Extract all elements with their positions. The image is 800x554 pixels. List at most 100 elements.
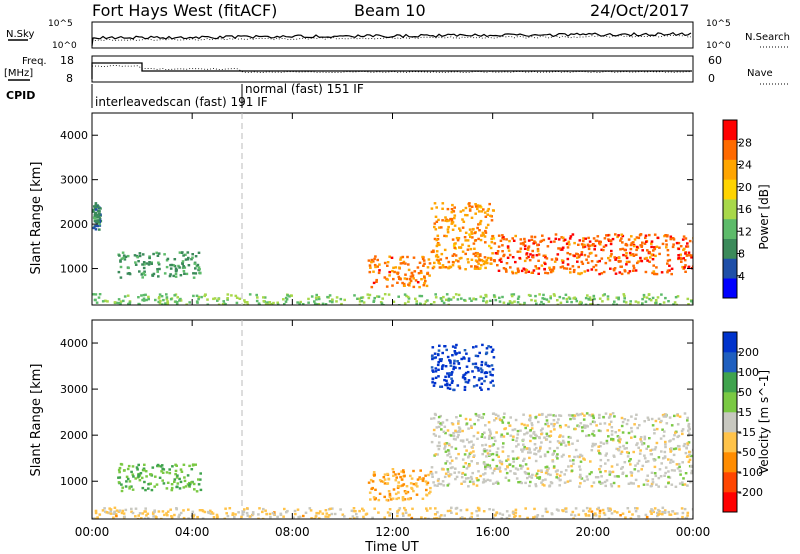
power-echo-cell xyxy=(412,277,415,280)
velocity-echo-cell xyxy=(131,473,135,476)
velocity-echo-cell xyxy=(472,346,475,349)
velocity-echo-cell xyxy=(470,426,473,429)
velocity-echo-cell xyxy=(388,514,391,517)
noise-tick-top-right: 10^5 xyxy=(706,19,731,29)
velocity-echo-cell xyxy=(634,417,637,420)
velocity-echo-cell xyxy=(552,466,556,469)
velocity-echo-cell xyxy=(429,486,432,490)
power-echo-cell xyxy=(488,244,491,248)
power-echo-cell xyxy=(194,267,197,270)
velocity-echo-cell xyxy=(559,434,562,437)
velocity-echo-cell xyxy=(440,367,444,370)
power-echo-cell xyxy=(644,234,648,237)
velocity-echo-cell xyxy=(153,510,156,514)
power-echo-cell xyxy=(383,293,387,296)
velocity-echo-cell xyxy=(589,422,593,426)
power-echo-cell xyxy=(443,248,447,252)
velocity-echo-cell xyxy=(446,509,450,513)
power-echo-cell xyxy=(527,293,531,297)
velocity-echo-cell xyxy=(651,424,655,427)
velocity-echo-cell xyxy=(373,474,376,477)
velocity-echo-cell xyxy=(537,420,540,424)
power-echo-cell xyxy=(181,260,185,263)
velocity-echo-cell xyxy=(555,473,559,476)
velocity-echo-cell xyxy=(539,445,542,449)
velocity-echo-cell xyxy=(592,430,595,433)
power-y-label: Slant Range [km] xyxy=(29,162,44,275)
power-echo-cell xyxy=(610,253,613,256)
velocity-echo-cell xyxy=(570,464,573,468)
power-echo-cell xyxy=(162,298,165,302)
velocity-echo-cell xyxy=(545,434,549,438)
velocity-echo-cell xyxy=(496,447,500,450)
power-echo-cell xyxy=(451,221,455,224)
velocity-echo-cell xyxy=(586,425,589,428)
power-echo-cell xyxy=(315,293,318,297)
velocity-echo-cell xyxy=(686,419,689,422)
power-echo-cell xyxy=(654,254,657,258)
power-echo-cell xyxy=(629,243,633,247)
velocity-echo-cell xyxy=(489,373,493,376)
velocity-echo-cell xyxy=(635,413,638,416)
velocity-echo-cell xyxy=(449,466,453,470)
velocity-echo-cell xyxy=(626,419,630,422)
power-echo-cell xyxy=(554,237,558,240)
velocity-echo-cell xyxy=(669,513,673,516)
velocity-echo-cell xyxy=(150,488,154,492)
power-echo-cell xyxy=(157,300,160,304)
velocity-echo-cell xyxy=(501,450,505,453)
velocity-echo-cell xyxy=(493,419,496,422)
power-echo-cell xyxy=(516,269,520,272)
velocity-echo-cell xyxy=(551,460,555,463)
power-echo-cell xyxy=(641,302,644,305)
velocity-echo-cell xyxy=(362,509,365,512)
velocity-echo-cell xyxy=(429,490,432,493)
power-echo-cell xyxy=(502,236,505,239)
power-echo-cell xyxy=(586,294,589,297)
power-echo-cell xyxy=(440,266,443,269)
velocity-echo-cell xyxy=(324,515,327,518)
velocity-echo-cell xyxy=(470,477,474,481)
power-echo-cell xyxy=(174,300,177,303)
velocity-echo-cell xyxy=(98,513,102,516)
power-echo-cell xyxy=(617,256,621,260)
velocity-echo-cell xyxy=(632,450,635,454)
velocity-echo-cell xyxy=(663,474,666,477)
power-echo-cell xyxy=(140,273,144,276)
power-echo-cell xyxy=(534,294,537,298)
velocity-echo-cell xyxy=(182,509,185,512)
velocity-echo-cell xyxy=(504,476,508,479)
velocity-echo-cell xyxy=(500,433,504,436)
velocity-echo-cell xyxy=(269,515,272,519)
power-echo-cell xyxy=(655,245,659,248)
power-echo-cell xyxy=(511,301,514,304)
velocity-echo-cell xyxy=(497,414,500,418)
velocity-echo-cell xyxy=(546,422,549,425)
velocity-echo-cell xyxy=(454,346,457,349)
velocity-echo-cell xyxy=(617,429,621,432)
velocity-echo-cell xyxy=(165,512,168,515)
power-echo-cell xyxy=(104,299,108,303)
power-echo-cell xyxy=(621,241,624,244)
power-echo-cell xyxy=(641,297,644,301)
velocity-echo-cell xyxy=(643,435,647,438)
colorbar-tick-label: 24 xyxy=(738,159,752,172)
velocity-echo-cell xyxy=(544,478,547,481)
power-echo-cell xyxy=(583,245,587,248)
velocity-echo-cell xyxy=(599,470,602,474)
velocity-echo-cell xyxy=(438,344,441,347)
velocity-echo-cell xyxy=(581,429,584,433)
power-echo-cell xyxy=(580,251,584,254)
power-echo-cell xyxy=(444,216,447,219)
velocity-echo-cell xyxy=(330,512,334,516)
velocity-echo-cell xyxy=(141,486,145,490)
velocity-echo-cell xyxy=(688,432,691,435)
power-echo-cell xyxy=(668,258,672,262)
power-echo-cell xyxy=(457,293,461,297)
power-echo-cell xyxy=(579,300,582,304)
velocity-echo-cell xyxy=(231,513,234,516)
velocity-echo-cell xyxy=(688,453,691,457)
power-echo-cell xyxy=(568,267,572,271)
velocity-echo-cell xyxy=(610,485,614,488)
velocity-echo-cell xyxy=(362,517,366,519)
